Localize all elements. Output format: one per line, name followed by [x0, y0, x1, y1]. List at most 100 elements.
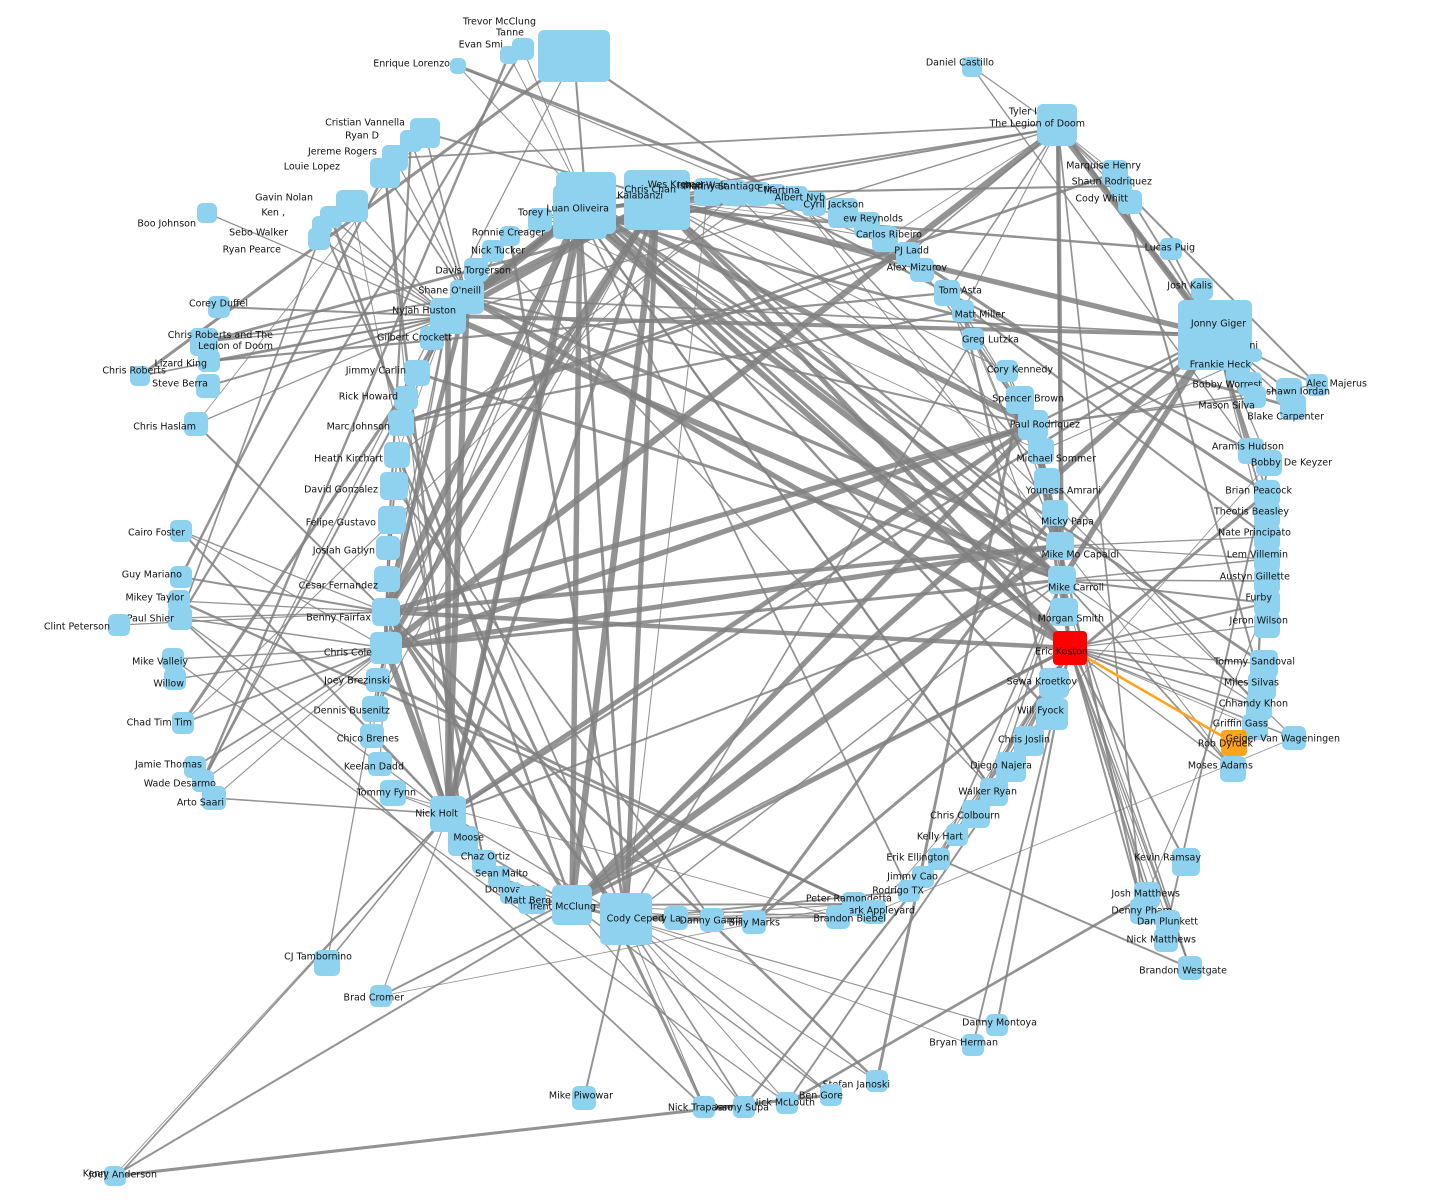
graph-node[interactable] [388, 410, 414, 436]
graph-node[interactable] [828, 198, 858, 228]
graph-node[interactable] [108, 1168, 126, 1186]
graph-node[interactable] [168, 606, 192, 630]
graph-node[interactable] [600, 893, 652, 945]
graph-node[interactable] [694, 178, 722, 206]
graph-node[interactable] [378, 506, 406, 534]
graph-node[interactable] [482, 240, 504, 262]
graph-node[interactable] [1040, 110, 1076, 146]
graph-node[interactable] [1036, 698, 1068, 730]
graph-node[interactable] [374, 566, 400, 592]
graph-node[interactable] [1160, 238, 1182, 260]
graph-node[interactable] [742, 910, 766, 934]
graph-node[interactable] [624, 170, 690, 230]
graph-node[interactable] [946, 824, 968, 846]
graph-node[interactable] [866, 1070, 888, 1092]
graph-node[interactable] [776, 1092, 798, 1114]
graph-node[interactable] [1254, 590, 1280, 616]
graph-node[interactable] [986, 1014, 1008, 1036]
graph-node[interactable] [820, 1084, 842, 1106]
graph-node[interactable] [552, 885, 592, 925]
graph-node[interactable] [962, 1034, 984, 1056]
graph-node[interactable] [872, 226, 898, 252]
graph-node[interactable] [170, 566, 192, 588]
graph-node[interactable] [996, 360, 1018, 382]
graph-node[interactable] [308, 228, 330, 250]
graph-node[interactable] [500, 226, 520, 246]
graph-node[interactable] [553, 185, 607, 239]
graph-node[interactable] [1050, 598, 1078, 626]
graph-node[interactable] [1154, 928, 1178, 952]
graph-node[interactable] [910, 258, 934, 282]
graph-node[interactable] [500, 46, 518, 64]
graph-node[interactable] [693, 1096, 715, 1118]
graph-node[interactable] [1178, 956, 1202, 980]
graph-node[interactable] [733, 1096, 755, 1118]
graph-node[interactable] [1042, 500, 1068, 526]
graph-node[interactable] [1244, 386, 1266, 408]
graph-node[interactable] [164, 668, 186, 690]
graph-node[interactable] [1118, 190, 1142, 214]
graph-node[interactable] [370, 158, 400, 188]
graph-node[interactable] [862, 900, 886, 924]
graph-node[interactable] [898, 880, 920, 902]
graph-node[interactable] [380, 780, 406, 806]
graph-node[interactable] [1172, 848, 1200, 876]
graph-node[interactable] [500, 882, 522, 904]
graph-node[interactable] [1018, 410, 1048, 440]
graph-node[interactable] [928, 848, 950, 870]
graph-node[interactable] [1256, 450, 1282, 476]
graph-node[interactable] [108, 614, 130, 636]
graph-node[interactable] [1028, 438, 1054, 464]
graph-node[interactable] [1014, 726, 1044, 756]
graph-node[interactable] [1221, 730, 1247, 756]
graph-node[interactable] [1048, 566, 1076, 594]
graph-node[interactable] [721, 180, 747, 206]
graph-node[interactable] [1280, 394, 1306, 420]
graph-node[interactable] [1191, 278, 1213, 300]
graph-node[interactable] [1034, 468, 1060, 494]
graph-node[interactable] [664, 906, 688, 930]
graph-node[interactable] [1046, 532, 1074, 560]
graph-node[interactable] [370, 632, 402, 664]
graph-node[interactable] [197, 203, 217, 223]
graph-node[interactable] [802, 192, 826, 216]
graph-node[interactable] [518, 886, 546, 914]
graph-node[interactable] [370, 985, 392, 1007]
graph-node[interactable] [700, 908, 724, 932]
graph-node[interactable] [1254, 502, 1280, 528]
graph-node[interactable] [208, 296, 230, 318]
graph-node[interactable] [198, 350, 220, 372]
graph-node[interactable] [366, 668, 390, 692]
graph-node[interactable] [1254, 524, 1280, 550]
graph-node[interactable] [314, 950, 340, 976]
graph-node[interactable] [1254, 568, 1280, 594]
graph-node[interactable] [360, 724, 384, 748]
graph-node[interactable] [1053, 631, 1087, 665]
graph-node[interactable] [528, 208, 552, 232]
graph-node[interactable] [962, 328, 984, 350]
graph-node[interactable] [962, 57, 982, 77]
graph-node[interactable] [184, 412, 208, 436]
graph-node[interactable] [362, 696, 388, 722]
graph-node[interactable] [1282, 726, 1306, 750]
graph-node[interactable] [826, 905, 850, 929]
graph-node[interactable] [384, 442, 410, 468]
graph-node[interactable] [1254, 546, 1280, 572]
graph-node[interactable] [1254, 480, 1280, 506]
graph-node[interactable] [1248, 348, 1262, 362]
graph-node[interactable] [962, 800, 990, 828]
graph-node[interactable] [464, 258, 488, 282]
graph-node[interactable] [380, 472, 408, 500]
graph-node[interactable] [572, 1086, 596, 1110]
graph-node[interactable] [170, 520, 192, 542]
graph-node[interactable] [1220, 756, 1246, 782]
graph-node[interactable] [130, 366, 150, 386]
graph-node[interactable] [420, 326, 444, 350]
graph-node[interactable] [368, 752, 392, 776]
graph-node[interactable] [202, 786, 226, 810]
graph-node[interactable] [450, 58, 466, 74]
graph-node[interactable] [196, 374, 220, 398]
graph-node[interactable] [394, 386, 418, 410]
graph-node[interactable] [1039, 668, 1069, 698]
graph-node[interactable] [538, 30, 610, 82]
